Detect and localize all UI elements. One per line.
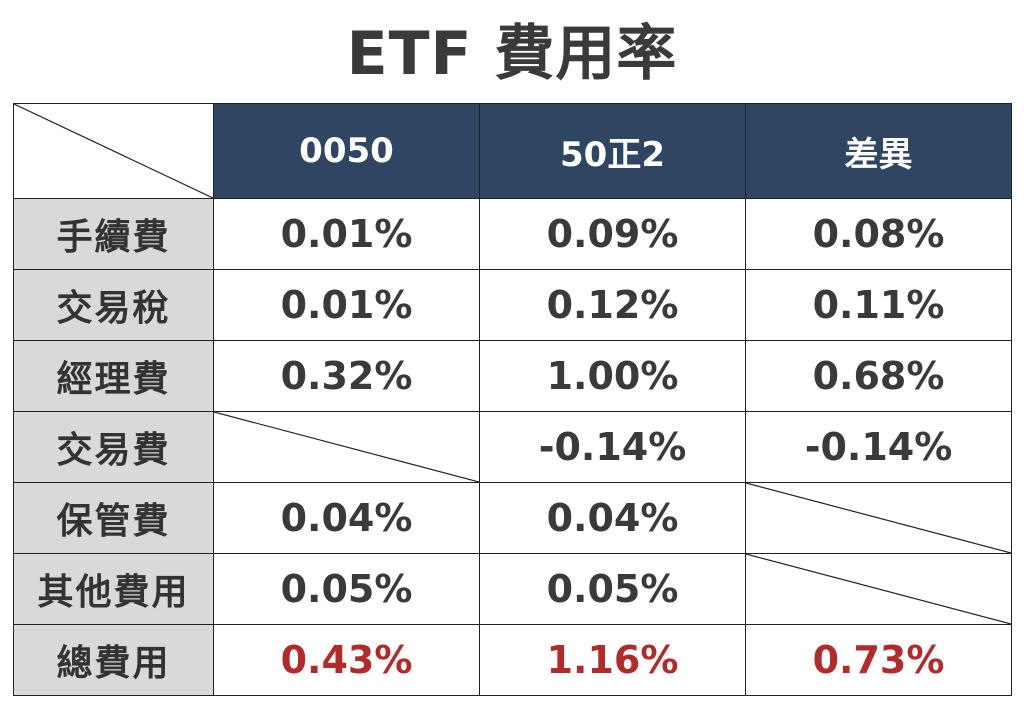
table-row: 交易稅 0.01% 0.12% 0.11%	[13, 269, 1012, 341]
diagonal-line	[746, 554, 1011, 624]
row-label: 其他費用	[13, 553, 214, 625]
diagonal-line	[746, 483, 1011, 553]
corner-cell	[13, 103, 214, 199]
empty-cell	[745, 553, 1012, 625]
table-row: 保管費 0.04% 0.04%	[13, 482, 1012, 554]
table-cell: 0.01%	[213, 198, 480, 270]
table-row: 其他費用 0.05% 0.05%	[13, 553, 1012, 625]
table-row: 交易費 -0.14% -0.14%	[13, 411, 1012, 483]
table-cell: 0.01%	[213, 269, 480, 341]
fee-comparison-table: 0050 50正2 差異 手續費 0.01% 0.09% 0.08% 交易稅 0…	[13, 103, 1012, 696]
table-cell: 0.08%	[745, 198, 1012, 270]
row-label: 經理費	[13, 340, 214, 412]
table-cell: 0.09%	[479, 198, 746, 270]
table-cell: -0.14%	[479, 411, 746, 483]
row-label: 總費用	[13, 624, 214, 696]
row-label: 手續費	[13, 198, 214, 270]
total-cell: 0.43%	[213, 624, 480, 696]
table-cell: 0.32%	[213, 340, 480, 412]
row-label: 交易費	[13, 411, 214, 483]
table-cell: 0.04%	[479, 482, 746, 554]
table-cell: 0.12%	[479, 269, 746, 341]
table-row-total: 總費用 0.43% 1.16% 0.73%	[13, 624, 1012, 696]
column-header-difference: 差異	[745, 103, 1012, 199]
diagonal-line	[214, 412, 479, 482]
diagonal-line	[14, 104, 213, 198]
total-cell: 1.16%	[479, 624, 746, 696]
row-label: 保管費	[13, 482, 214, 554]
table-cell: 0.05%	[213, 553, 480, 625]
empty-cell	[745, 482, 1012, 554]
table-row: 經理費 0.32% 1.00% 0.68%	[13, 340, 1012, 412]
table-cell: -0.14%	[745, 411, 1012, 483]
row-label: 交易稅	[13, 269, 214, 341]
table-row: 手續費 0.01% 0.09% 0.08%	[13, 198, 1012, 270]
table-cell: 0.11%	[745, 269, 1012, 341]
empty-cell	[213, 411, 480, 483]
page-title: ETF 費用率	[346, 19, 678, 89]
total-cell: 0.73%	[745, 624, 1012, 696]
table-cell: 0.68%	[745, 340, 1012, 412]
table-cell: 0.05%	[479, 553, 746, 625]
table-cell: 0.04%	[213, 482, 480, 554]
header-row: 0050 50正2 差異	[13, 103, 1012, 199]
column-header-0050: 0050	[213, 103, 480, 199]
column-header-50-2: 50正2	[479, 103, 746, 199]
table-cell: 1.00%	[479, 340, 746, 412]
